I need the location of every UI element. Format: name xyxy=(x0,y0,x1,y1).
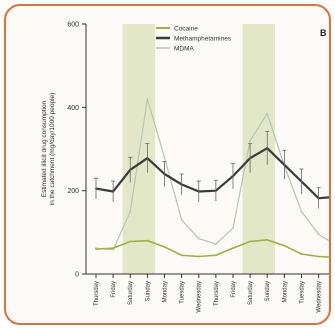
data-point-cocaine xyxy=(249,240,252,243)
data-point-cocaine xyxy=(197,255,200,258)
x-tick-label: Tuesday xyxy=(299,281,305,304)
data-point-mdma xyxy=(197,237,200,240)
y-tick-label: 400 xyxy=(67,105,79,112)
data-point-mdma xyxy=(249,139,252,142)
data-point-mdma xyxy=(317,233,320,236)
data-point-cocaine xyxy=(146,239,149,242)
y-axis-title: Estimated illicit drug consumptionin the… xyxy=(41,93,56,206)
legend-label: Cocaine xyxy=(174,25,198,32)
y-axis-title-line: in the catchment (mg/day/1000 people) xyxy=(49,93,56,206)
data-point-cocaine xyxy=(129,240,132,243)
weekend-band-2 xyxy=(242,24,275,274)
data-point-cocaine xyxy=(266,238,269,241)
data-point-cocaine xyxy=(112,247,115,250)
x-tick-label: Monday xyxy=(162,281,168,302)
y-axis-title-line: Estimated illicit drug consumption xyxy=(41,100,48,197)
data-point-cocaine xyxy=(214,254,217,257)
chart-frame: Thursday Friday Saturday Sunday Monday Tuesda… xyxy=(4,4,331,325)
data-point-mdma xyxy=(112,248,115,251)
x-tick-label: Wednesday xyxy=(197,281,203,313)
x-tick-label: Saturday xyxy=(248,281,254,305)
legend-label: MDMA xyxy=(174,45,195,52)
data-point-cocaine xyxy=(163,246,166,248)
data-point-mdma xyxy=(214,243,217,245)
data-point-mdma xyxy=(300,210,303,213)
x-tick-label: Friday xyxy=(231,281,237,298)
data-point-cocaine xyxy=(232,247,234,250)
data-point-mdma xyxy=(146,98,149,100)
x-tick-label: Saturday xyxy=(128,281,134,305)
data-point-mdma xyxy=(180,218,183,221)
x-tick-label: Tuesday xyxy=(180,281,186,304)
x-tick-label: Sunday xyxy=(145,281,151,301)
data-point-mdma xyxy=(266,112,269,115)
x-tick-label: Monday xyxy=(282,281,288,302)
line-chart: Thursday Friday Saturday Sunday Monday Tuesda… xyxy=(41,22,329,313)
data-point-mdma xyxy=(129,210,132,213)
data-point-cocaine xyxy=(317,255,320,258)
legend-label: Methamphetamines xyxy=(174,35,232,42)
data-point-cocaine xyxy=(300,253,303,255)
y-tick-label: 0 xyxy=(75,272,79,279)
data-point-mdma xyxy=(232,227,234,230)
data-point-cocaine xyxy=(283,244,286,247)
y-tick-label: 600 xyxy=(67,22,79,29)
x-tick-label: Thursday xyxy=(94,281,100,306)
x-tick-label: Wednesday xyxy=(317,281,323,313)
x-tick-label: Friday xyxy=(111,281,117,298)
x-tick-label: Thursday xyxy=(214,281,220,306)
panel-label: B xyxy=(320,28,327,38)
x-tick-label: Sunday xyxy=(265,281,271,301)
weekend-band-1 xyxy=(122,24,156,274)
y-tick-label: 200 xyxy=(67,188,79,195)
data-point-cocaine xyxy=(180,254,183,257)
data-point-mdma xyxy=(163,156,166,159)
data-point-cocaine xyxy=(95,248,97,250)
